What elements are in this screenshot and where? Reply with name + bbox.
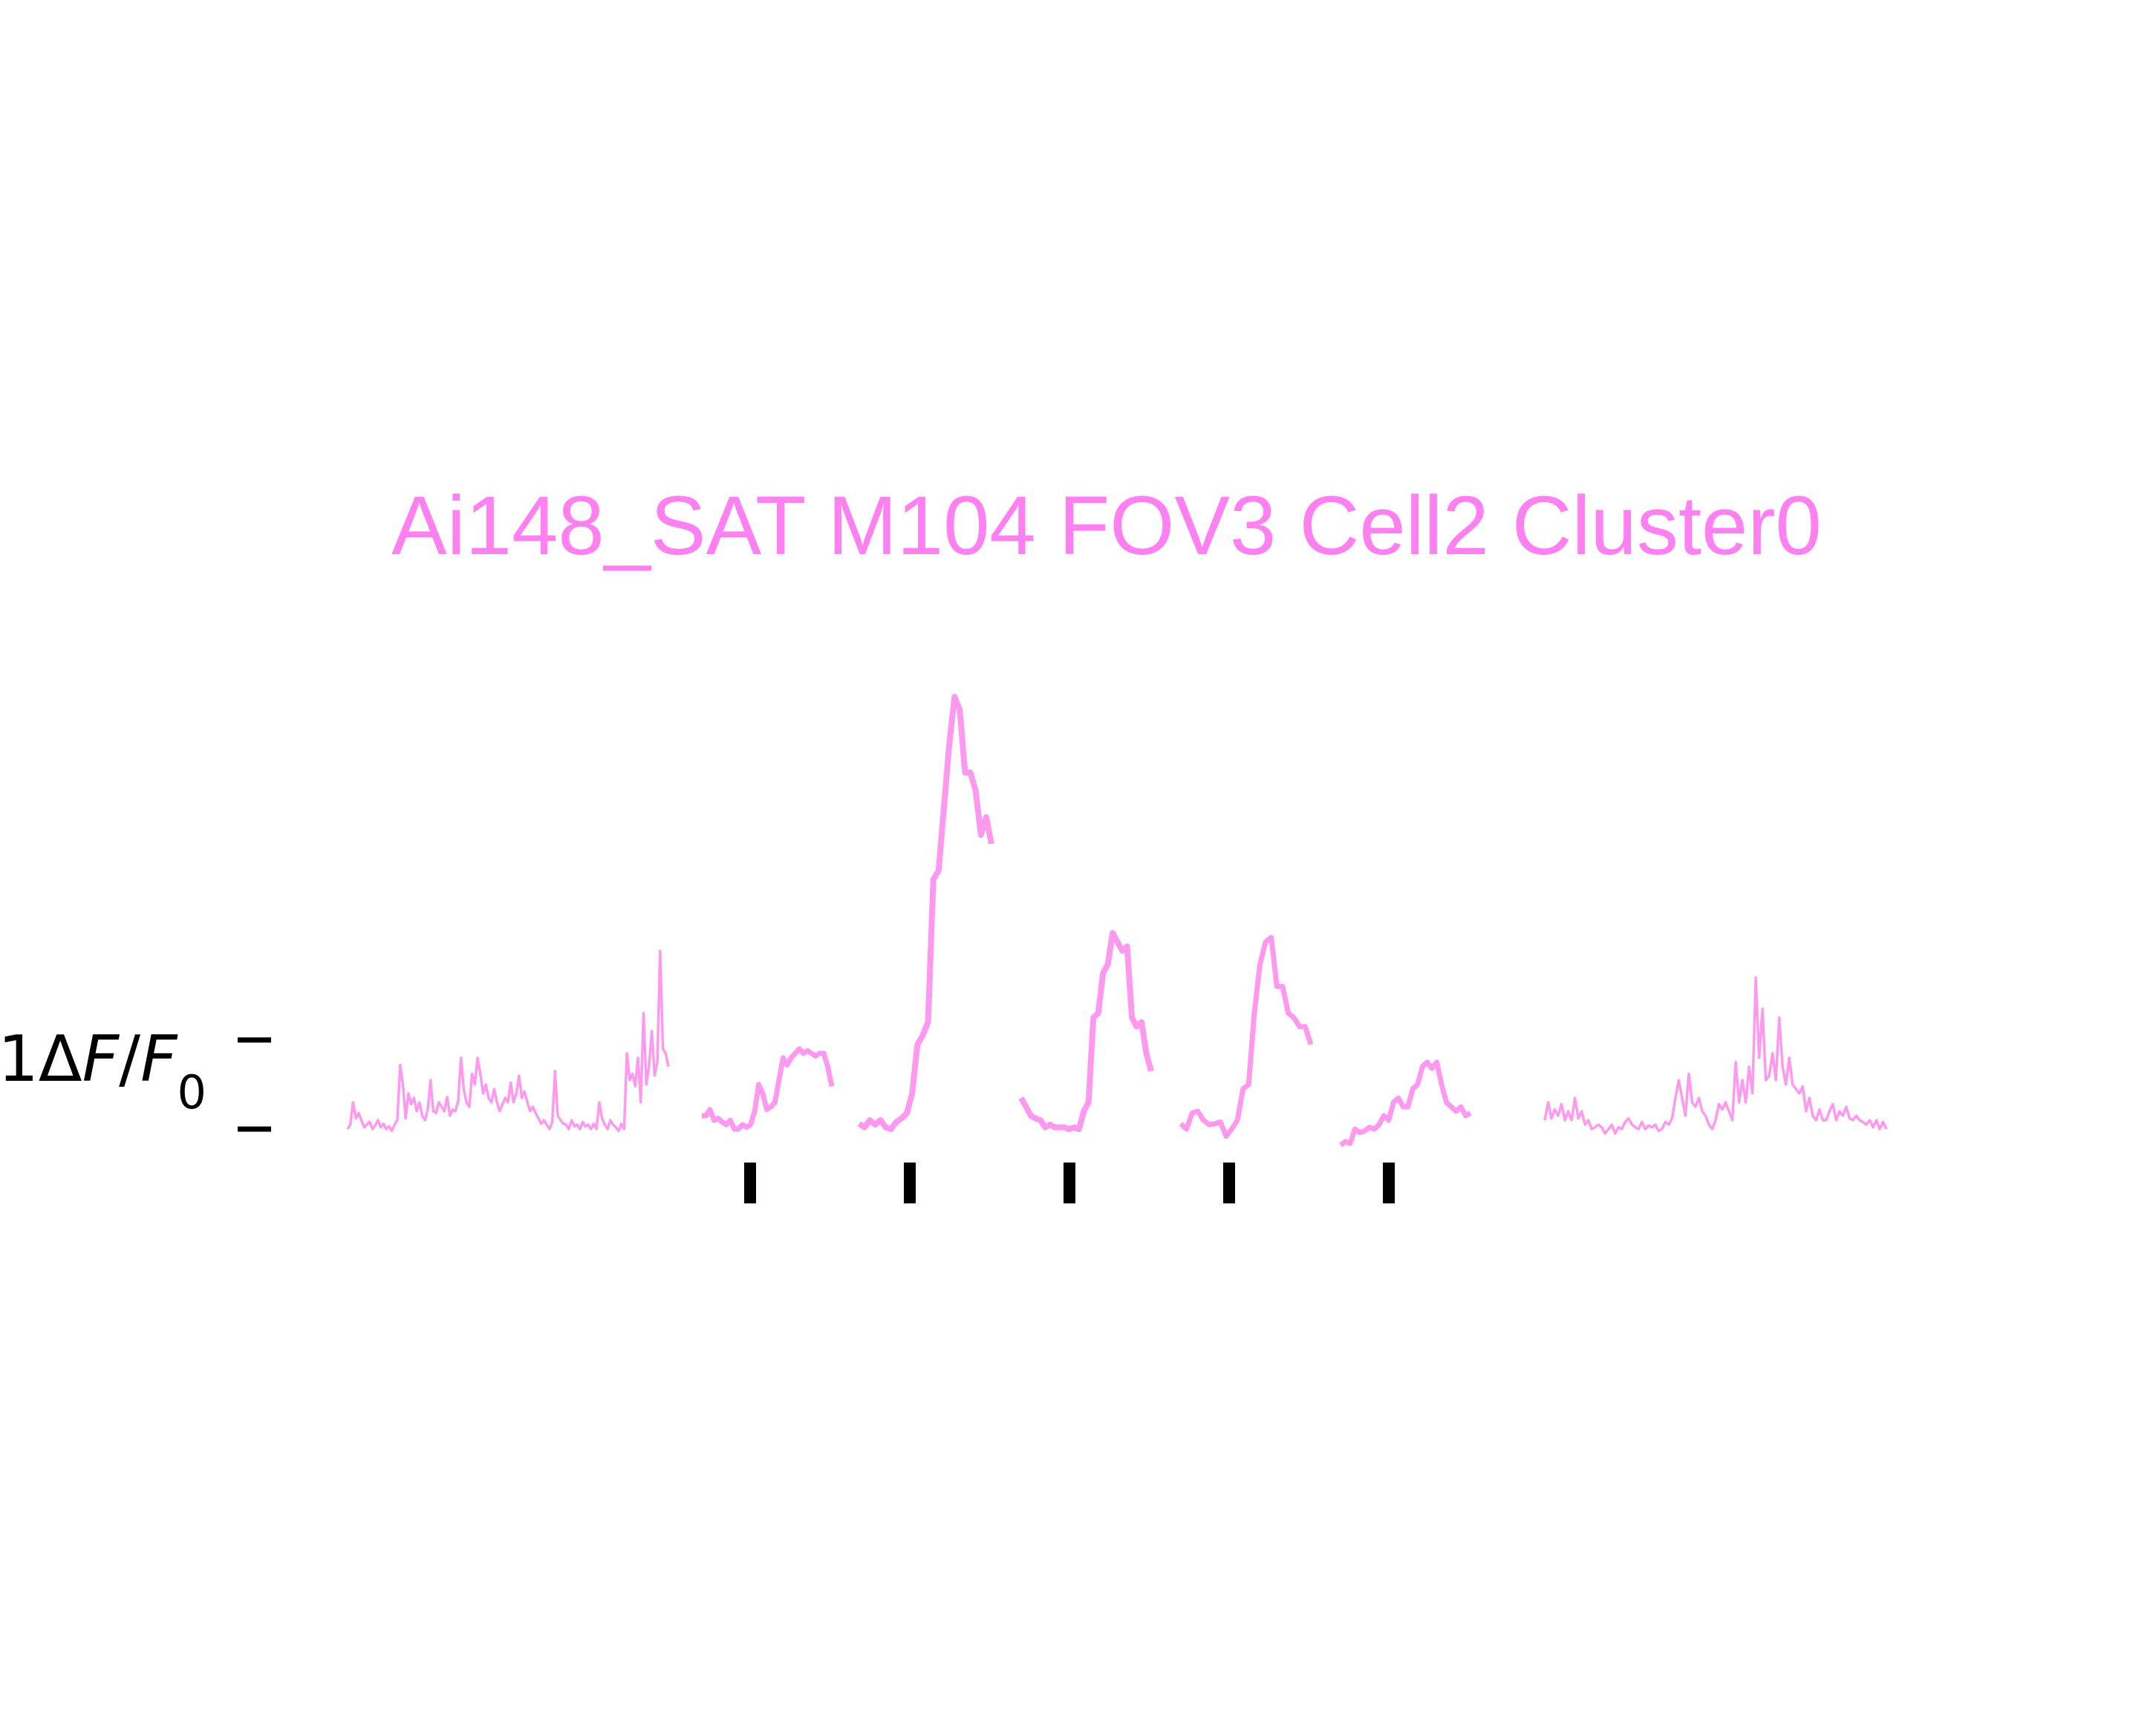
trace-trial-1 (702, 1046, 835, 1132)
trace-baseline-pre (346, 949, 670, 1133)
trace-trial-4 (1179, 934, 1314, 1140)
scale-bar-label: 1ΔF/F0 (0, 1022, 206, 1119)
chart-title: Ai148_SAT M104 FOV3 Cell2 Cluster0 (391, 479, 1822, 572)
stimulus-marks (744, 1163, 1395, 1203)
trace-trial-5 (1338, 1059, 1472, 1148)
trace-trial-2 (857, 694, 994, 1132)
scale-bar: 1ΔF/F0 (0, 1022, 271, 1132)
trace-group (346, 694, 1888, 1148)
trace-baseline-post (1543, 976, 1888, 1135)
trace-trial-3 (1018, 930, 1154, 1132)
